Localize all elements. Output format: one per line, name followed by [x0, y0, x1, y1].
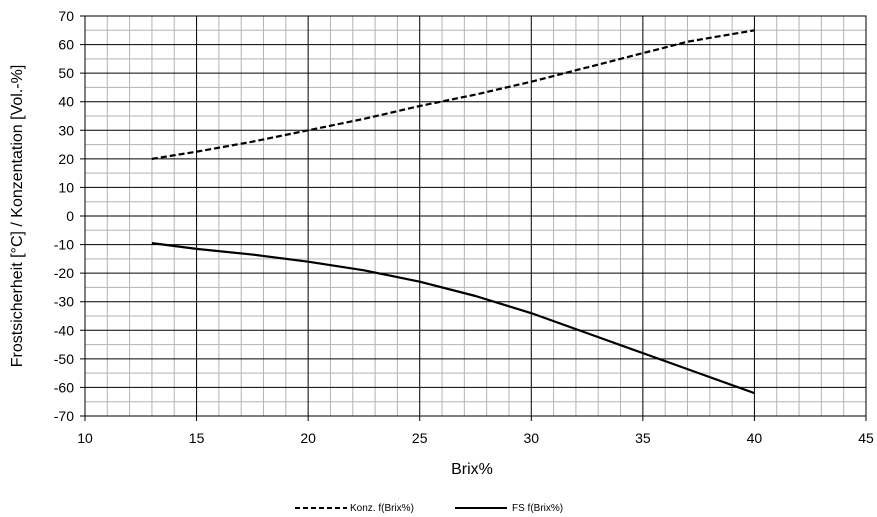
legend: Konz. f(Brix%) FS f(Brix%) [295, 503, 563, 514]
y-tick-label: -30 [54, 294, 74, 310]
y-tick-labels: 70 60 50 40 30 20 10 0 -10 -20 -30 -40 -50 -60 -70 [54, 8, 74, 424]
y-tick-label: 70 [58, 8, 74, 24]
major-grid [80, 15, 867, 421]
y-tick-label: -70 [54, 408, 74, 424]
x-tick-label: 20 [300, 430, 316, 446]
y-tick-label: -20 [54, 265, 74, 281]
y-axis-title: Frostsicherheit [°C] / Konzentation [Vol… [9, 65, 26, 368]
x-tick-label: 10 [77, 430, 93, 446]
y-tick-label: 30 [58, 122, 74, 138]
legend-label-fs: FS f(Brix%) [512, 503, 563, 514]
x-tick-label: 40 [747, 430, 763, 446]
y-tick-label: -50 [54, 351, 74, 367]
x-tick-label: 30 [523, 430, 539, 446]
y-tick-label: 40 [58, 94, 74, 110]
series-line-0 [151, 29, 755, 160]
series-layer [151, 29, 755, 395]
y-tick-label: 0 [66, 208, 74, 224]
y-tick-label: 10 [58, 179, 74, 195]
x-tick-labels: 10 15 20 25 30 35 40 45 [77, 430, 874, 446]
legend-label-konz: Konz. f(Brix%) [350, 503, 414, 514]
x-axis-title: Brix% [451, 461, 493, 478]
x-tick-label: 45 [858, 430, 874, 446]
x-tick-label: 15 [189, 430, 205, 446]
plot-frame [84, 15, 867, 417]
y-tick-label: 50 [58, 65, 74, 81]
y-tick-label: 60 [58, 37, 74, 53]
y-tick-label: -40 [54, 322, 74, 338]
series-line-1 [151, 242, 755, 395]
x-tick-label: 35 [635, 430, 651, 446]
x-tick-label: 25 [412, 430, 428, 446]
y-tick-label: -10 [54, 237, 74, 253]
y-tick-label: 20 [58, 151, 74, 167]
y-tick-label: -60 [54, 379, 74, 395]
